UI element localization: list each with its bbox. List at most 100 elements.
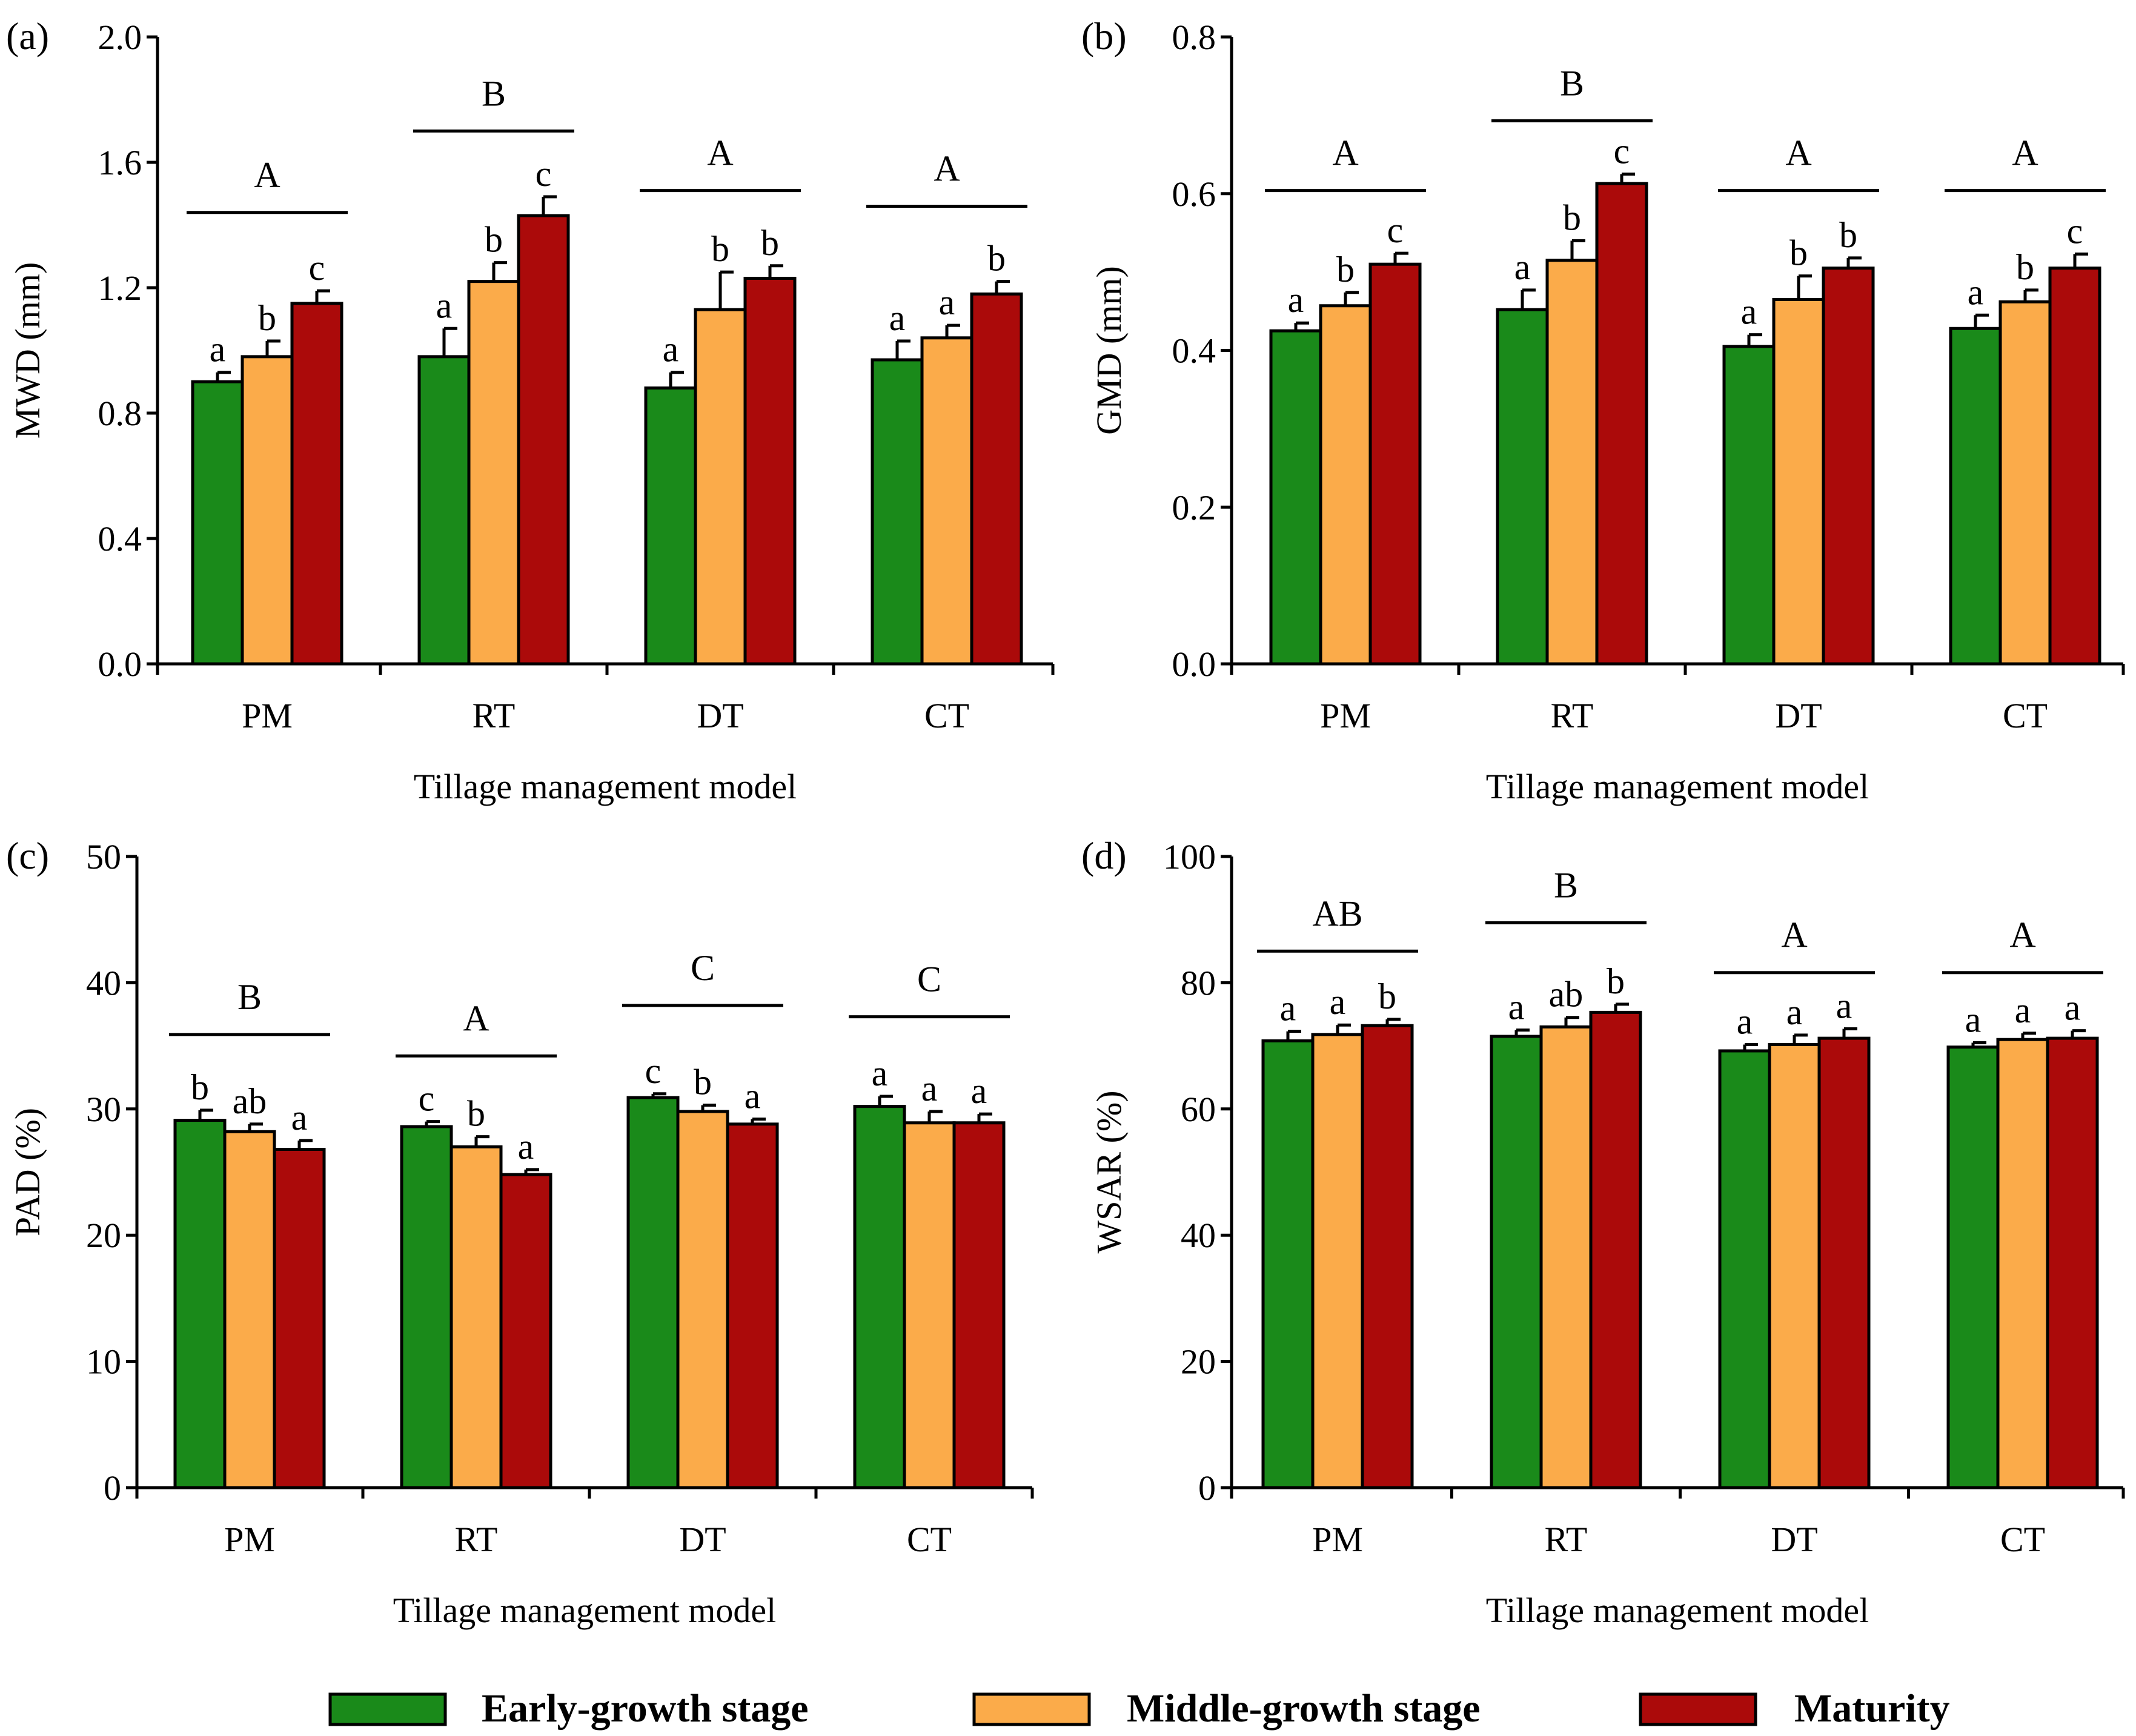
significance-letter: b bbox=[1839, 215, 1857, 255]
category-label-dt: DT bbox=[679, 1520, 726, 1559]
category-label-pm: PM bbox=[224, 1520, 275, 1559]
group-letter: A bbox=[2009, 915, 2035, 955]
x-axis-title: Tillage management model bbox=[414, 767, 797, 806]
bar-dt-early bbox=[1722, 345, 1776, 666]
panel-label: (a) bbox=[6, 15, 49, 58]
y-tick-label: 0.2 bbox=[1172, 488, 1216, 527]
bar-ct-early bbox=[1946, 1045, 2000, 1489]
bar-ct-maturity bbox=[952, 1121, 1006, 1489]
bar-dt-maturity bbox=[1822, 267, 1875, 666]
y-axis-title: WSAR (%) bbox=[1089, 1090, 1129, 1253]
bar-pm-maturity bbox=[273, 1147, 326, 1489]
category-label-pm: PM bbox=[1312, 1520, 1363, 1559]
x-axis-title: Tillage management model bbox=[1486, 767, 1869, 806]
bar-ct-middle bbox=[903, 1121, 956, 1489]
significance-letter: b bbox=[1607, 961, 1625, 1001]
y-tick-label: 20 bbox=[86, 1216, 121, 1255]
significance-letter: a bbox=[1514, 247, 1531, 287]
bar-dt-middle bbox=[676, 1110, 729, 1489]
category-label-rt: RT bbox=[1551, 696, 1594, 735]
legend-label-maturity: Maturity bbox=[1794, 1686, 1950, 1731]
group-letter: A bbox=[1785, 133, 1811, 173]
category-label-rt: RT bbox=[473, 696, 516, 735]
significance-letter: a bbox=[872, 1053, 888, 1093]
bar-pm-middle bbox=[1311, 1033, 1364, 1489]
significance-letter: a bbox=[921, 1068, 938, 1108]
group-letter: A bbox=[1332, 133, 1358, 173]
significance-letter: a bbox=[1288, 280, 1304, 320]
bar-dt-middle bbox=[694, 308, 747, 666]
bar-pm-early bbox=[1269, 329, 1322, 666]
group-letter: C bbox=[691, 948, 715, 988]
bar-pm-maturity bbox=[1361, 1024, 1414, 1489]
category-label-rt: RT bbox=[455, 1520, 498, 1559]
x-axis-title: Tillage management model bbox=[1486, 1591, 1869, 1630]
y-tick-label: 0.6 bbox=[1172, 174, 1216, 214]
group-letter: B bbox=[237, 977, 262, 1017]
y-axis-title: PAD (%) bbox=[8, 1108, 47, 1236]
significance-letter: a bbox=[1786, 992, 1803, 1032]
significance-letter: a bbox=[1737, 1002, 1753, 1042]
bar-rt-maturity bbox=[1589, 1010, 1642, 1489]
significance-letter: b bbox=[1789, 233, 1808, 273]
significance-letter: c bbox=[1614, 131, 1630, 171]
category-label-ct: CT bbox=[907, 1520, 952, 1559]
bar-ct-middle bbox=[1996, 1038, 2049, 1489]
y-tick-label: 10 bbox=[86, 1342, 121, 1382]
category-label-ct: CT bbox=[2003, 696, 2048, 735]
bar-dt-maturity bbox=[726, 1122, 779, 1489]
significance-letter: a bbox=[436, 285, 453, 325]
y-tick-label: 1.6 bbox=[98, 143, 142, 182]
significance-letter: a bbox=[971, 1071, 987, 1111]
y-tick-label: 0.0 bbox=[98, 644, 142, 684]
significance-letter: b bbox=[258, 298, 276, 338]
significance-letter: ab bbox=[1549, 975, 1584, 1015]
significance-letter: b bbox=[761, 223, 779, 263]
panel-label: (b) bbox=[1081, 15, 1127, 58]
significance-letter: c bbox=[536, 154, 552, 194]
significance-letter: a bbox=[745, 1076, 761, 1116]
group-letter: A bbox=[2012, 133, 2038, 173]
y-tick-label: 40 bbox=[86, 963, 121, 1002]
bar-pm-middle bbox=[240, 355, 294, 666]
significance-letter: b bbox=[1378, 976, 1396, 1016]
significance-letter: b bbox=[987, 239, 1006, 279]
bar-ct-early bbox=[853, 1105, 906, 1489]
bar-rt-middle bbox=[1545, 259, 1599, 666]
y-tick-label: 50 bbox=[86, 837, 121, 876]
bar-rt-early bbox=[1490, 1035, 1543, 1489]
category-label-rt: RT bbox=[1545, 1520, 1588, 1559]
significance-letter: b bbox=[694, 1062, 712, 1102]
significance-letter: a bbox=[1508, 987, 1525, 1027]
bar-dt-early bbox=[644, 386, 697, 666]
group-letter: C bbox=[917, 959, 941, 999]
y-tick-label: 0 bbox=[1198, 1468, 1216, 1508]
bar-rt-middle bbox=[467, 280, 520, 666]
significance-letter: b bbox=[467, 1094, 485, 1134]
legend: Early-growth stage Middle-growth stage Mat… bbox=[328, 1686, 1950, 1731]
y-tick-label: 60 bbox=[1181, 1090, 1216, 1129]
bar-rt-maturity bbox=[517, 214, 570, 666]
significance-letter: a bbox=[1280, 989, 1296, 1029]
significance-letter: a bbox=[1741, 292, 1757, 332]
bar-rt-maturity bbox=[1595, 182, 1648, 666]
bar-pm-middle bbox=[1319, 304, 1372, 666]
y-tick-label: 2.0 bbox=[98, 18, 142, 57]
category-label-ct: CT bbox=[924, 696, 969, 735]
significance-letter: c bbox=[419, 1079, 435, 1119]
bar-rt-early bbox=[1496, 308, 1549, 666]
category-label-pm: PM bbox=[1320, 696, 1371, 735]
y-tick-label: 0.8 bbox=[1172, 18, 1216, 57]
significance-letter: b bbox=[1563, 197, 1581, 237]
bar-ct-middle bbox=[1998, 300, 2052, 666]
significance-letter: a bbox=[939, 282, 955, 322]
group-letter: A bbox=[707, 133, 733, 173]
significance-letter: a bbox=[1836, 986, 1852, 1025]
legend-swatch-early bbox=[328, 1692, 447, 1726]
bar-dt-maturity bbox=[1817, 1036, 1871, 1489]
y-tick-label: 80 bbox=[1181, 963, 1216, 1002]
category-label-dt: DT bbox=[1775, 696, 1822, 735]
bar-pm-middle bbox=[223, 1130, 276, 1489]
significance-letter: b bbox=[2016, 247, 2034, 287]
